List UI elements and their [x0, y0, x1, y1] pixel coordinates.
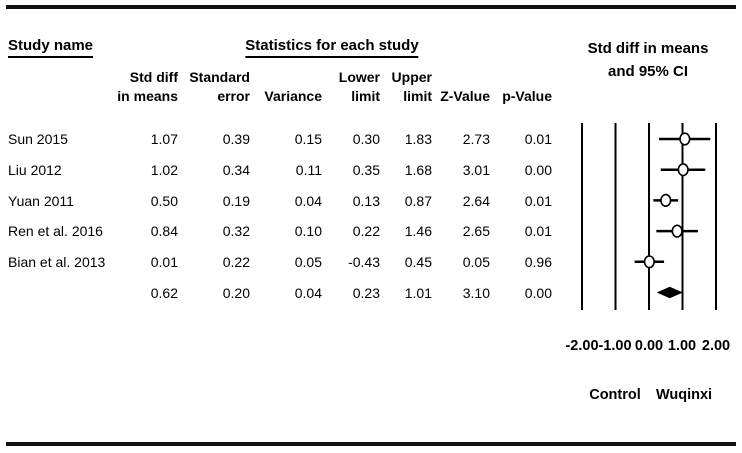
lower-limit-cell: 0.35: [352, 162, 380, 179]
study-name-cell: Bian et al. 2013: [8, 254, 106, 271]
std-diff-cell: 1.07: [150, 131, 178, 148]
variance-cell: 0.11: [295, 162, 322, 179]
p-value-cell: 0.96: [524, 254, 552, 271]
summary-std-diff-cell: 0.62: [150, 284, 178, 301]
variance-cell: 0.04: [294, 192, 322, 209]
column-header-z-value: Z-Value: [440, 88, 490, 104]
favours-left-label: Control: [589, 387, 641, 403]
z-value-cell: 3.01: [462, 162, 490, 179]
summary-z-value-cell: 3.10: [462, 284, 490, 301]
std-diff-cell: 1.02: [150, 162, 178, 179]
column-header-lower-limit: Lower limit: [338, 69, 380, 104]
variance-cell: 0.05: [294, 254, 322, 271]
upper-limit-cell: 1.46: [404, 223, 432, 240]
p-value-cell: 0.00: [524, 162, 552, 179]
p-value-cell: 0.01: [524, 131, 552, 148]
z-value-cell: 0.05: [462, 254, 490, 271]
x-axis-tick: 2.00: [701, 338, 731, 354]
study-name-cell: Ren et al. 2016: [8, 223, 103, 240]
lower-limit-cell: 0.30: [352, 131, 380, 148]
top-rule: [6, 5, 736, 9]
variance-cell: 0.15: [294, 131, 322, 148]
std-diff-cell: 0.01: [150, 254, 178, 271]
upper-limit-cell: 1.68: [404, 162, 432, 179]
bottom-rule: [6, 442, 736, 446]
summary-name-cell: [0, 277, 110, 308]
point-estimate-marker: [677, 163, 689, 177]
study-name-cell: Yuan 2011: [8, 192, 74, 209]
x-axis-tick: 1.00: [667, 338, 697, 354]
column-header-standard-error: Standard error: [189, 69, 250, 104]
column-headers-row: Std diff in means Standard error Variance …: [0, 68, 552, 106]
standard-error-cell: 0.22: [222, 254, 250, 271]
summary-variance-cell: 0.04: [294, 284, 322, 301]
standard-error-cell: 0.34: [222, 162, 250, 179]
plot-title-line2: and 95% CI: [607, 63, 689, 80]
statistics-section-title: Statistics for each study: [245, 37, 419, 58]
summary-upper-limit-cell: 1.01: [404, 284, 432, 301]
column-header-variance: Variance: [264, 88, 322, 104]
point-estimate-marker: [643, 255, 655, 269]
summary-lower-limit-cell: 0.23: [352, 284, 380, 301]
standard-error-cell: 0.32: [222, 223, 250, 240]
stats-table: Sun 2015 1.07 0.39 0.15 0.30 1.83 2.73 0…: [0, 124, 552, 308]
summary-standard-error-cell: 0.20: [222, 284, 250, 301]
std-diff-cell: 0.50: [150, 192, 178, 209]
variance-cell: 0.10: [294, 223, 322, 240]
point-estimate-marker: [671, 224, 683, 238]
upper-limit-cell: 1.83: [404, 131, 432, 148]
std-diff-cell: 0.84: [150, 223, 178, 240]
favours-right-label: Wuqinxi: [655, 387, 713, 403]
standard-error-cell: 0.19: [222, 192, 250, 209]
z-value-cell: 2.73: [462, 131, 490, 148]
lower-limit-cell: -0.43: [348, 254, 380, 271]
x-axis-tick: -2.00: [565, 338, 599, 354]
z-value-cell: 2.64: [462, 192, 490, 209]
column-header-p-value: p-Value: [502, 88, 552, 104]
plot-title-line1: Std diff in means: [587, 40, 709, 57]
summary-p-value-cell: 0.00: [524, 284, 552, 301]
plot-title: Std diff in means and 95% CI: [588, 37, 709, 83]
study-name-cell: Liu 2012: [8, 162, 62, 179]
summary-diamond: [656, 286, 683, 299]
point-estimate-marker: [679, 132, 691, 146]
p-value-cell: 0.01: [524, 223, 552, 240]
lower-limit-cell: 0.13: [352, 192, 380, 209]
column-header-std-diff: Std diff in means: [117, 69, 178, 104]
study-name-column-title: Study name: [8, 37, 94, 58]
column-header-upper-limit: Upper limit: [391, 69, 432, 104]
standard-error-cell: 0.39: [222, 131, 250, 148]
lower-limit-cell: 0.22: [352, 223, 380, 240]
point-estimate-marker: [660, 193, 672, 207]
p-value-cell: 0.01: [524, 192, 552, 209]
forest-plot: [581, 123, 717, 310]
z-value-cell: 2.65: [462, 223, 490, 240]
upper-limit-cell: 0.87: [404, 192, 432, 209]
study-name-cell: Sun 2015: [8, 131, 68, 148]
x-axis-tick: -1.00: [598, 338, 632, 354]
upper-limit-cell: 0.45: [404, 254, 432, 271]
x-axis-tick: 0.00: [634, 338, 664, 354]
column-header-empty: [0, 68, 110, 106]
